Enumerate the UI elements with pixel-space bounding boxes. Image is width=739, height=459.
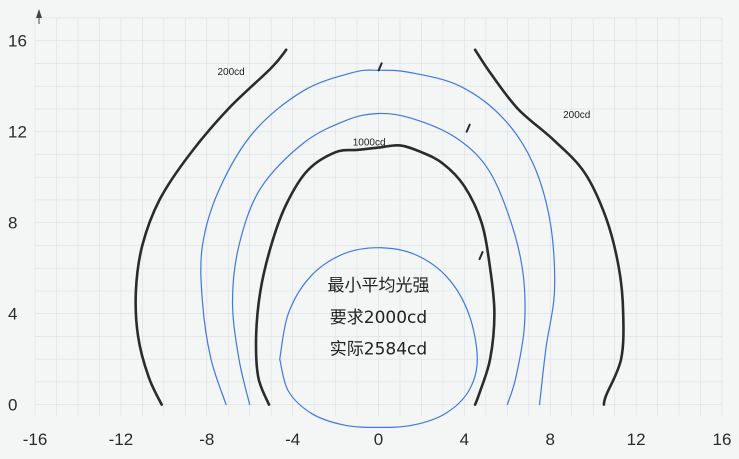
y-tick-label: 0	[8, 396, 17, 415]
contour-label: 200cd	[217, 67, 244, 78]
center-annotation: 实际2584cd	[330, 340, 427, 360]
contour-label: 1000cd	[353, 137, 386, 148]
x-tick-label: 12	[627, 430, 646, 449]
y-tick-label: 4	[8, 305, 17, 324]
tick-marks	[377, 62, 484, 261]
center-annotation: 最小平均光强	[328, 276, 430, 296]
contour-label: 200cd	[563, 110, 590, 121]
contour-thick-0-1	[473, 48, 625, 406]
x-tick-label: -16	[23, 430, 48, 449]
axes	[36, 9, 42, 24]
contour-thin-2-0	[279, 247, 478, 428]
y-axis-ticks: 0 4 8 12 16	[8, 32, 27, 415]
x-tick-label: -4	[285, 430, 300, 449]
contour-tick-mark	[377, 62, 383, 72]
y-tick-label: 16	[8, 32, 27, 51]
x-tick-label: 8	[546, 430, 555, 449]
y-axis-arrow-icon	[36, 9, 42, 18]
x-axis-ticks: -16 -12 -8 -4 0 4 8 12 16	[23, 430, 732, 449]
contour-thin-3-0	[231, 112, 526, 406]
contour-tick-mark	[465, 123, 471, 133]
x-tick-label: 4	[460, 430, 469, 449]
y-tick-label: 12	[8, 123, 27, 142]
contour-thick-1-0	[254, 143, 496, 406]
contour-thick-0-0	[134, 48, 288, 406]
center-annotation: 要求2000cd	[330, 308, 427, 328]
contour-tick-mark	[478, 251, 484, 261]
grid	[34, 17, 723, 416]
x-tick-label: -12	[109, 430, 134, 449]
y-tick-label: 8	[8, 214, 17, 233]
x-tick-label: 0	[374, 430, 383, 449]
x-tick-label: -8	[199, 430, 214, 449]
x-tick-label: 16	[713, 430, 732, 449]
